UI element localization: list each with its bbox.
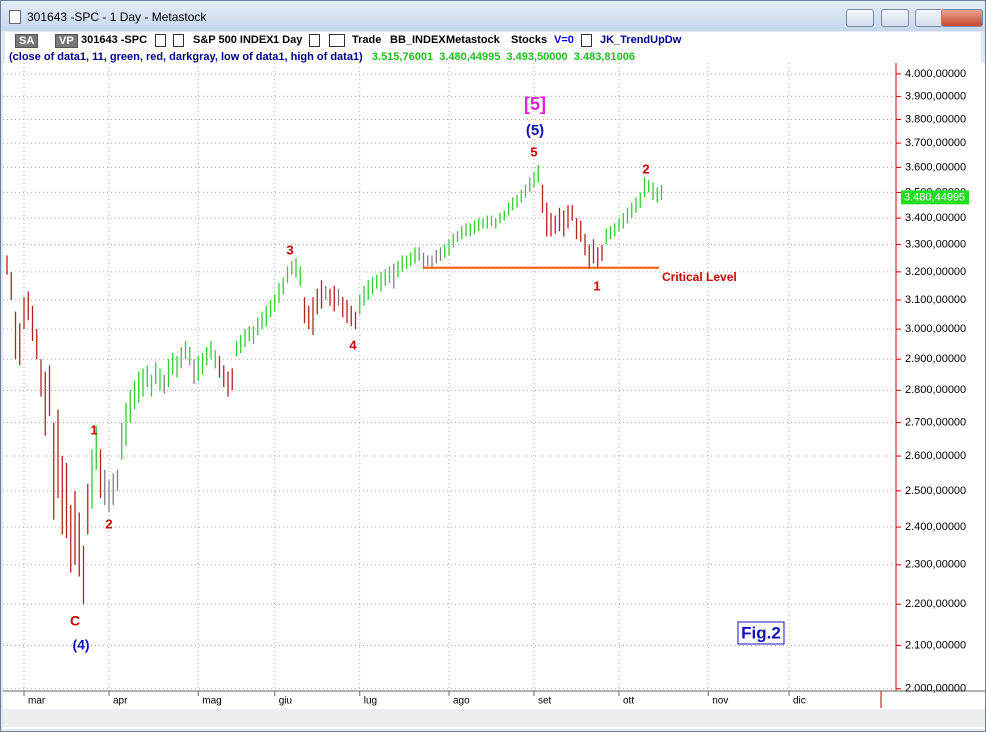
x-tick-label: ott bbox=[623, 696, 634, 707]
y-tick-label: 3.400,00000 bbox=[905, 212, 966, 224]
annotation: 2 bbox=[642, 161, 649, 176]
y-tick-label: 2.800,00000 bbox=[905, 384, 966, 396]
y-tick-label: 4.000,00000 bbox=[905, 68, 966, 80]
app-icon bbox=[9, 10, 21, 24]
dropdown[interactable] bbox=[329, 34, 345, 47]
x-tick-label: nov bbox=[712, 696, 728, 707]
maximize-button[interactable] bbox=[915, 9, 943, 27]
dropdown[interactable] bbox=[173, 34, 184, 47]
source: Metastock bbox=[446, 34, 500, 46]
y-tick-label: 3.000,00000 bbox=[905, 323, 966, 335]
figure-label: Fig.2 bbox=[741, 623, 781, 642]
y-tick-label: 3.800,00000 bbox=[905, 113, 966, 125]
toolbar: SA VP 301643 -SPC S&P 500 INDEX 1 Day Tr… bbox=[5, 32, 981, 66]
annotation: C bbox=[70, 613, 80, 629]
scrollbar[interactable] bbox=[3, 709, 985, 727]
symbol[interactable]: 301643 -SPC bbox=[81, 34, 148, 46]
y-tick-label: 2.200,00000 bbox=[905, 598, 966, 610]
y-tick-label: 2.400,00000 bbox=[905, 521, 966, 533]
y-tick-label: 2.500,00000 bbox=[905, 485, 966, 497]
y-tick-label: 3.200,00000 bbox=[905, 266, 966, 278]
y-tick-label: 2.100,00000 bbox=[905, 639, 966, 651]
security-name: S&P 500 INDEX bbox=[193, 34, 274, 46]
x-tick-label: mar bbox=[28, 696, 46, 707]
x-tick-label: mag bbox=[202, 696, 221, 707]
x-tick-label: lug bbox=[364, 696, 377, 707]
chart-background bbox=[3, 63, 985, 729]
dropdown[interactable] bbox=[309, 34, 320, 47]
last-value-label: 3.480,44995 bbox=[904, 191, 965, 203]
fig-box bbox=[737, 621, 785, 645]
formula-value: 3.493,50000 bbox=[506, 51, 568, 63]
volume: V=0 bbox=[554, 34, 574, 46]
close-indicator[interactable] bbox=[581, 34, 592, 47]
annotation: (4) bbox=[72, 637, 89, 653]
formula-value: 3.483,81006 bbox=[573, 51, 635, 63]
y-tick-label: 2.900,00000 bbox=[905, 353, 966, 365]
y-tick-label: 3.700,00000 bbox=[905, 137, 966, 149]
index: BB_INDEX bbox=[390, 34, 446, 46]
annotation: [5] bbox=[524, 94, 546, 114]
formula-value: 3.480,44995 bbox=[439, 51, 501, 63]
close-button[interactable] bbox=[941, 9, 983, 27]
chart: Critical Level [5] (5) 5 3 4 1 2 C (4) 1… bbox=[3, 63, 985, 729]
y-tick-label: 3.300,00000 bbox=[905, 238, 966, 250]
formula-value: 3.515,76001 bbox=[371, 51, 434, 63]
annotation: (5) bbox=[526, 122, 544, 139]
annotation: 3 bbox=[286, 242, 293, 257]
indicator-name: JK_TrendUpDw bbox=[600, 34, 682, 46]
annotation: 2 bbox=[105, 516, 112, 531]
y-tick-label: 2.300,00000 bbox=[905, 559, 966, 571]
y-tick-label: 2.000,00000 bbox=[905, 683, 966, 695]
x-tick-label: set bbox=[538, 696, 552, 707]
group: Stocks bbox=[511, 34, 548, 46]
window-title: 301643 -SPC - 1 Day - Metastock bbox=[27, 10, 207, 24]
minimize-button[interactable] bbox=[881, 9, 909, 27]
periodicity[interactable]: 1 Day bbox=[273, 34, 303, 46]
y-tick-label: 3.600,00000 bbox=[905, 161, 966, 173]
x-tick-label: ago bbox=[453, 696, 470, 707]
sa-button[interactable]: SA bbox=[15, 34, 39, 48]
mode: Trade bbox=[352, 34, 382, 46]
formula: (close of data1, 11, green, red, darkgra… bbox=[9, 51, 363, 63]
y-tick-label: 3.100,00000 bbox=[905, 294, 966, 306]
formula-row: (close of data1, 11, green, red, darkgra… bbox=[9, 51, 635, 63]
annotation: 1 bbox=[90, 422, 97, 437]
y-tick-label: 3.900,00000 bbox=[905, 90, 966, 102]
y-tick-label: 2.700,00000 bbox=[905, 416, 966, 428]
x-tick-label: dic bbox=[793, 696, 806, 707]
last-value-box bbox=[901, 190, 969, 205]
x-tick-label: giu bbox=[279, 696, 292, 707]
critical-level-label: Critical Level bbox=[662, 270, 737, 284]
restore-button[interactable] bbox=[846, 9, 874, 27]
x-tick-label: apr bbox=[113, 696, 128, 707]
annotation: 4 bbox=[349, 337, 357, 352]
title-bar: 301643 -SPC - 1 Day - Metastock bbox=[1, 1, 985, 31]
y-tick-label: 2.600,00000 bbox=[905, 450, 966, 462]
dropdown[interactable] bbox=[155, 34, 166, 47]
annotation: 1 bbox=[593, 278, 600, 293]
vp-button[interactable]: VP bbox=[55, 34, 78, 48]
annotation: 5 bbox=[530, 144, 537, 159]
